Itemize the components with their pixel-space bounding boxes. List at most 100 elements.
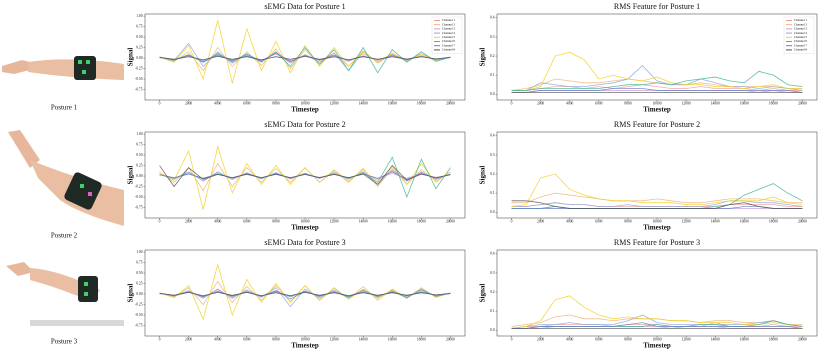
x-tick-label: 20000 xyxy=(798,337,807,341)
series-line xyxy=(511,322,803,329)
y-tick-label: -0.25 xyxy=(135,66,143,70)
x-tick-label: 14000 xyxy=(359,219,368,223)
x-tick-label: 8000 xyxy=(272,337,279,341)
y-tick-label: 0.2 xyxy=(490,290,495,294)
x-tick-label: 8000 xyxy=(624,219,631,223)
x-tick-label: 18000 xyxy=(769,219,778,223)
x-tick-label: 16000 xyxy=(388,337,397,341)
x-tick-label: 16000 xyxy=(740,337,749,341)
x-axis-label: Timestep xyxy=(643,224,671,232)
x-tick-label: 10000 xyxy=(653,219,662,223)
chart-title: RMS Feature for Posture 3 xyxy=(614,238,700,247)
x-tick-label: 10000 xyxy=(301,337,310,341)
x-tick-label: 10000 xyxy=(653,101,662,105)
arm-photo-2 xyxy=(8,130,124,226)
x-tick-label: 4000 xyxy=(214,101,221,105)
x-tick-label: 2000 xyxy=(537,101,544,105)
x-tick-label: 0 xyxy=(511,219,513,223)
x-tick-label: 12000 xyxy=(682,219,691,223)
x-tick-label: 14000 xyxy=(711,219,720,223)
x-tick-label: 6000 xyxy=(243,337,250,341)
x-tick-label: 10000 xyxy=(301,219,310,223)
x-tick-label: 20000 xyxy=(446,219,455,223)
y-tick-label: 0.2 xyxy=(490,54,495,58)
x-tick-label: 16000 xyxy=(740,219,749,223)
chart: sEMG Data for Posture 2 Timestep Signal 0 20… xyxy=(127,120,466,232)
y-tick-label: 1.00 xyxy=(136,132,142,136)
x-tick-label: 6000 xyxy=(243,101,250,105)
x-tick-label: 12000 xyxy=(682,337,691,341)
y-tick-label: 0.25 xyxy=(136,163,142,167)
x-tick-label: 8000 xyxy=(272,101,279,105)
x-tick-label: 16000 xyxy=(388,219,397,223)
x-tick-label: 12000 xyxy=(330,219,339,223)
panel-label: Posture 1 xyxy=(51,104,78,112)
x-tick-label: 14000 xyxy=(359,101,368,105)
y-tick-label: -0.25 xyxy=(135,302,143,306)
x-tick-label: 20000 xyxy=(446,337,455,341)
x-tick-label: 4000 xyxy=(566,219,573,223)
x-tick-label: 2000 xyxy=(537,219,544,223)
legend-box xyxy=(783,16,815,54)
y-axis-label: Signal xyxy=(479,166,487,185)
series-line xyxy=(159,55,451,61)
legend-label: Channel 1 xyxy=(442,18,455,22)
x-tick-label: 2000 xyxy=(185,219,192,223)
legend-label: Channel 3 xyxy=(794,27,807,31)
x-tick-label: 2000 xyxy=(185,337,192,341)
x-tick-label: 0 xyxy=(511,101,513,105)
x-tick-label: 12000 xyxy=(682,101,691,105)
x-tick-label: 18000 xyxy=(417,101,426,105)
y-axis-label: Signal xyxy=(127,166,135,185)
x-tick-label: 6000 xyxy=(595,219,602,223)
arm-photo-3 xyxy=(6,262,124,326)
x-tick-label: 10000 xyxy=(653,337,662,341)
chart: RMS Feature for Posture 1TimestepSignal0… xyxy=(479,2,818,114)
series-line xyxy=(511,200,803,209)
y-tick-label: 0.4 xyxy=(490,134,495,138)
y-tick-label: 0.4 xyxy=(490,252,495,256)
x-axis-label: Timestep xyxy=(643,106,671,114)
y-axis-label: Signal xyxy=(127,48,135,67)
chart: sEMG Data for Posture 3 Timestep Signal 0 20… xyxy=(127,238,466,350)
y-tick-label: -0.50 xyxy=(135,313,143,317)
x-tick-label: 14000 xyxy=(359,337,368,341)
x-tick-label: 18000 xyxy=(417,219,426,223)
y-tick-label: 0.0 xyxy=(490,328,495,332)
legend-label: Channel 7 xyxy=(442,43,455,47)
legend-label: Channel 1 xyxy=(794,18,807,22)
series-line xyxy=(159,169,451,185)
series-line xyxy=(511,322,803,329)
x-tick-label: 14000 xyxy=(711,337,720,341)
chart-title: sEMG Data for Posture 3 xyxy=(264,238,345,247)
legend-label: Channel 6 xyxy=(442,39,455,43)
x-tick-label: 18000 xyxy=(769,101,778,105)
y-tick-label: 0.00 xyxy=(136,56,142,60)
x-tick-label: 6000 xyxy=(595,337,602,341)
y-tick-label: -0.50 xyxy=(135,77,143,81)
y-tick-label: 1.00 xyxy=(136,14,142,18)
x-tick-label: 16000 xyxy=(388,101,397,105)
legend-label: Channel 2 xyxy=(794,22,807,26)
y-tick-label: -0.75 xyxy=(135,323,143,327)
y-tick-label: -0.25 xyxy=(135,184,143,188)
x-tick-label: 6000 xyxy=(243,219,250,223)
chart: RMS Feature for Posture 2TimestepSignal0… xyxy=(479,120,818,232)
x-tick-label: 16000 xyxy=(740,101,749,105)
series-line xyxy=(511,51,803,91)
y-axis-label: Signal xyxy=(479,284,487,303)
series-line xyxy=(511,200,803,207)
x-tick-label: 4000 xyxy=(214,337,221,341)
y-tick-label: 0.4 xyxy=(490,16,495,20)
legend-label: Channel 3 xyxy=(442,27,455,31)
x-axis-label: Timestep xyxy=(291,224,319,232)
legend-label: Channel 4 xyxy=(442,31,455,35)
y-tick-label: 0.75 xyxy=(136,260,142,264)
series-line xyxy=(511,314,803,329)
series-line xyxy=(159,20,451,84)
y-tick-label: -0.75 xyxy=(135,87,143,91)
series-line xyxy=(511,88,803,93)
panel-label: Posture 2 xyxy=(51,232,78,240)
series-line xyxy=(159,164,451,188)
